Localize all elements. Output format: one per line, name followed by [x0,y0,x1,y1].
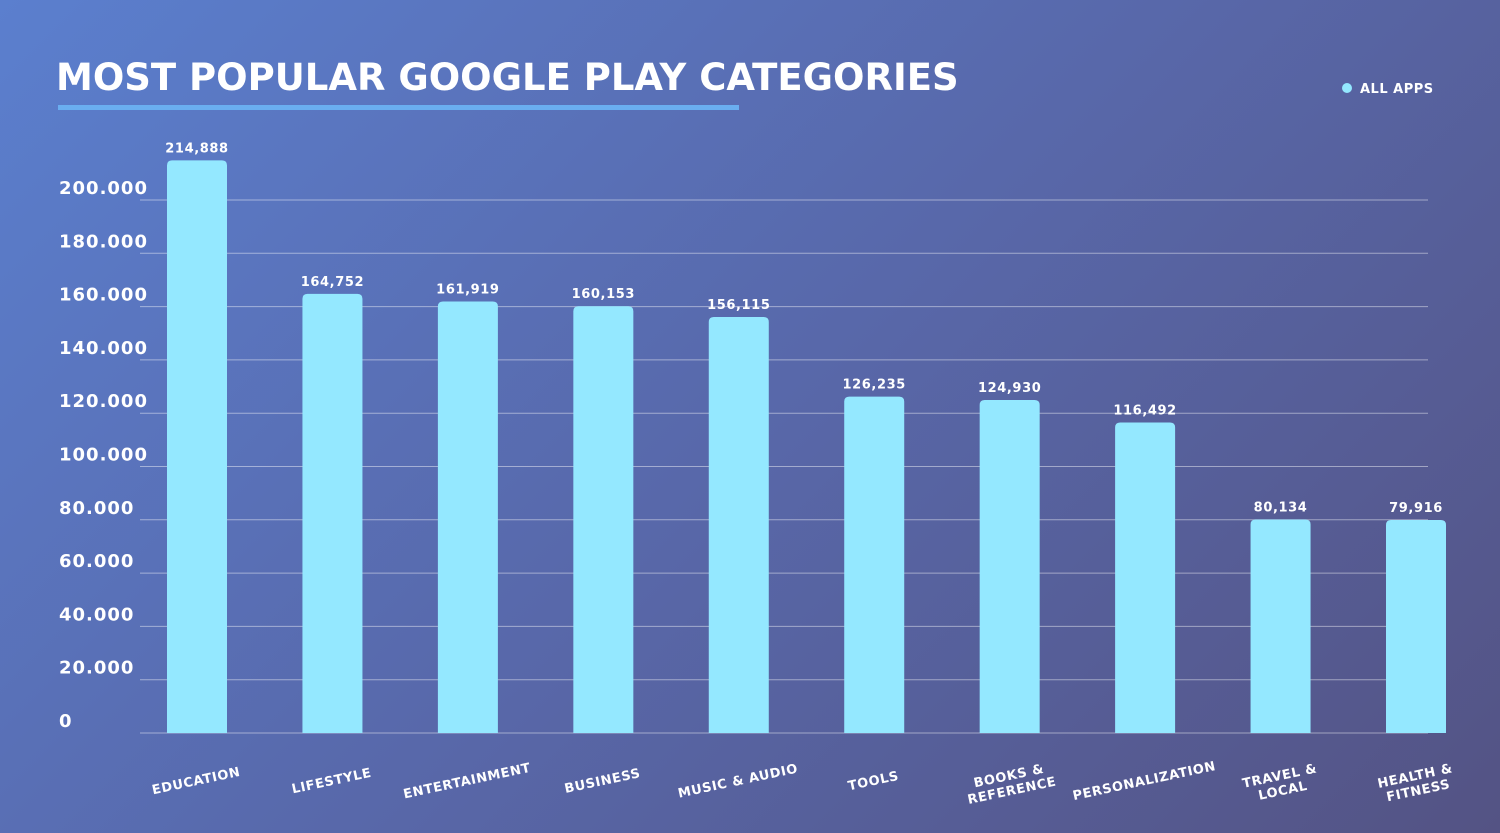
x-tick-label: TOOLS [847,769,901,794]
x-tick-text: LIFESTYLE [290,766,372,798]
x-tick-line: ENTERTAINMENT [402,761,532,803]
x-tick-label: BOOKS &REFERENCE [963,760,1058,808]
x-tick-text: TRAVEL &LOCAL [1241,761,1322,806]
data-label: 156,115 [707,298,770,313]
y-tick-label: 120.000 [59,391,148,412]
y-tick-label: 20.000 [59,658,134,679]
x-tick-text: BUSINESS [563,766,642,797]
legend-label: ALL APPS [1360,82,1434,97]
bar [1115,422,1176,733]
x-tick-label: PERSONALIZATION [1071,759,1217,804]
x-axis-ticks: EDUCATION LIFESTYLE ENTERTAINMENT BUSINESS M… [151,759,1457,808]
x-tick-label: ENTERTAINMENT [402,761,532,803]
data-label: 124,930 [978,381,1041,396]
x-tick-label: MUSIC & AUDIO [677,762,800,802]
data-label: 79,916 [1389,501,1443,516]
y-tick-label: 140.000 [59,338,148,359]
data-label: 214,888 [165,141,228,156]
bar [1250,519,1311,733]
x-tick-text: MUSIC & AUDIO [677,762,800,802]
y-tick-label: 180.000 [59,231,148,252]
bar [979,400,1040,733]
x-tick-line: EDUCATION [151,765,242,798]
data-label: 161,919 [436,282,499,297]
data-labels: 214,888 164,752 161,919 160,153 156,115 126,2… [165,141,1443,516]
x-tick-label: LIFESTYLE [290,766,372,798]
bar [708,316,769,733]
x-tick-line: LIFESTYLE [290,766,372,798]
x-tick-text: TOOLS [847,769,901,794]
data-label: 160,153 [572,287,635,302]
x-tick-line: MUSIC & AUDIO [677,762,800,802]
bars [167,160,1446,733]
y-tick-label: 200.000 [59,178,148,199]
legend: ALL APPS [1342,82,1434,97]
y-axis-ticks: 0 20.000 40.000 60.000 80.000 100.000 120.000 1… [59,178,148,732]
x-tick-text: HEALTH &FITNESS [1376,761,1457,806]
y-tick-label: 80.000 [59,498,134,519]
y-tick-label: 60.000 [59,551,134,572]
x-tick-line: BUSINESS [563,766,642,797]
bar [844,396,905,733]
x-tick-line: PERSONALIZATION [1071,759,1217,804]
y-tick-label: 100.000 [59,445,148,466]
bar [1386,520,1446,733]
title-underline [58,105,739,110]
x-tick-line: TOOLS [847,769,901,794]
x-tick-text: EDUCATION [151,765,242,798]
x-tick-text: PERSONALIZATION [1071,759,1217,804]
bar [167,160,227,733]
x-tick-label: HEALTH &FITNESS [1376,761,1457,806]
x-tick-label: EDUCATION [151,765,242,798]
bar [302,293,363,733]
x-tick-label: TRAVEL &LOCAL [1241,761,1322,806]
bar [437,301,498,733]
y-tick-label: 40.000 [59,604,134,625]
legend-marker [1342,83,1352,93]
x-tick-text: BOOKS &REFERENCE [963,760,1058,808]
data-label: 164,752 [301,275,364,290]
y-tick-label: 0 [59,711,73,732]
data-label: 126,235 [843,378,906,393]
y-tick-label: 160.000 [59,285,148,306]
chart-title: MOST POPULAR GOOGLE PLAY CATEGORIES [56,56,959,99]
data-label: 80,134 [1254,500,1308,515]
bar [573,306,634,733]
data-label: 116,492 [1113,404,1176,419]
x-tick-label: BUSINESS [563,766,642,797]
x-tick-text: ENTERTAINMENT [402,761,532,803]
